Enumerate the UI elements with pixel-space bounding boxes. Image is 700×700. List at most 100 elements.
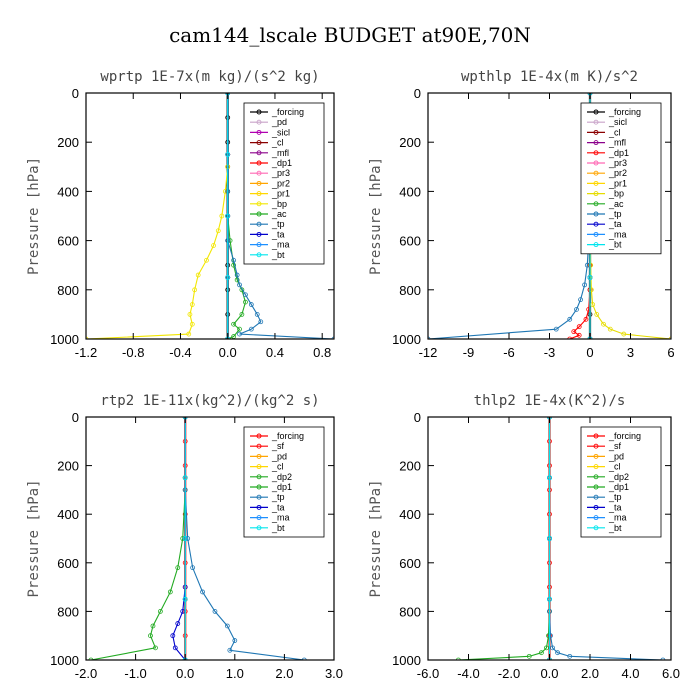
legend-marker	[256, 109, 262, 115]
y-tick-label: 0	[72, 410, 79, 425]
legend-marker	[256, 453, 262, 459]
legend-marker	[256, 484, 262, 490]
data-point	[186, 331, 192, 337]
x-tick-label: 1.0	[226, 666, 244, 681]
plot-frame	[85, 416, 335, 661]
data-point	[187, 311, 193, 317]
legend-label: _dp1	[608, 148, 629, 158]
legend-marker	[256, 211, 262, 217]
data-point	[204, 257, 209, 263]
data-point	[254, 311, 260, 317]
series-line-dp2	[90, 417, 186, 660]
data-point	[588, 287, 594, 293]
data-point	[547, 536, 552, 541]
legend: _forcing_sf_pd_cl_dp2_dp1_tp_ta_ma_bt	[580, 426, 662, 538]
plot-frame	[85, 92, 335, 340]
y-tick-label: 800	[399, 283, 421, 298]
y-axis-label: Pressure [hPa]	[26, 479, 42, 597]
legend-label: _bt	[608, 240, 622, 250]
data-point	[553, 326, 559, 332]
data-point	[526, 653, 532, 659]
legend-marker	[593, 464, 599, 470]
x-tick-label: 3.0	[325, 666, 343, 681]
legend-label: _pr3	[271, 168, 290, 178]
series-line-ac	[227, 93, 247, 339]
legend-label: _tp	[608, 209, 622, 219]
legend-label: _ta	[608, 502, 622, 512]
legend-label: _ta	[271, 229, 285, 239]
legend-label: _ma	[271, 240, 290, 250]
data-point	[237, 282, 242, 288]
data-point	[167, 589, 173, 595]
legend-label: _bp	[271, 199, 287, 209]
legend-label: _ma	[608, 229, 627, 239]
legend-marker	[593, 494, 599, 500]
data-point	[547, 596, 552, 602]
legend-label: _bt	[271, 250, 285, 260]
y-tick-label: 1000	[50, 332, 79, 347]
data-point	[225, 275, 231, 280]
x-tick-label: 0.0	[540, 666, 558, 681]
legend-marker	[593, 242, 599, 248]
series-line-dp2	[458, 417, 551, 660]
data-point	[153, 645, 158, 651]
data-point	[594, 311, 600, 317]
legend-marker	[593, 231, 599, 237]
panel-3: rtp2 1E-11x(kg^2)/(kg^2 s) -2.0 -1.0 0.0 1.0…	[26, 393, 343, 681]
legend-marker	[593, 453, 599, 459]
x-tick-label: -4.0	[457, 666, 479, 681]
x-tick-label: -1.2	[75, 345, 97, 360]
x-tick-label: 0	[586, 345, 593, 360]
y-tick-label: 400	[399, 184, 421, 199]
legend-marker	[256, 201, 262, 207]
series-line-bp	[86, 93, 229, 339]
data-point	[583, 316, 589, 322]
legend-label: _ta	[271, 502, 285, 512]
data-point	[539, 650, 544, 656]
x-tick-label: 3	[627, 345, 634, 360]
legend-marker	[256, 119, 262, 125]
x-tick-label: -2.0	[75, 666, 97, 681]
legend-label: _pd	[608, 451, 624, 461]
legend-marker	[593, 109, 599, 115]
data-point	[248, 302, 254, 307]
data-point	[232, 638, 238, 643]
data-point	[548, 633, 553, 639]
y-tick-label: 1000	[50, 653, 79, 668]
panel-title: wpthlp 1E-4x(m K)/s^2	[461, 69, 638, 85]
data-point	[590, 302, 596, 307]
legend-marker	[593, 160, 599, 166]
legend-label: _cl	[271, 462, 284, 472]
data-point	[215, 228, 221, 234]
data-point	[231, 262, 237, 268]
legend-label: _pr2	[271, 178, 290, 188]
y-tick-label: 0	[72, 86, 79, 101]
data-point	[571, 329, 577, 335]
panel-title: wprtp 1E-7x(m kg)/(s^2 kg)	[100, 69, 319, 85]
data-point	[584, 262, 590, 268]
data-point	[607, 326, 613, 332]
y-tick-label: 0	[414, 86, 421, 101]
legend-marker	[593, 150, 599, 156]
legend-marker	[593, 180, 599, 186]
legend-label: _ma	[608, 513, 627, 523]
data-point	[576, 332, 582, 338]
x-tick-label: 0.0	[219, 345, 237, 360]
y-tick-label: 200	[57, 459, 79, 474]
legend-label: _forcing	[271, 107, 304, 117]
data-point	[150, 623, 156, 629]
legend-marker	[593, 129, 599, 135]
legend-label: _forcing	[271, 431, 304, 441]
legend-label: _pr1	[608, 178, 627, 188]
legend-label: _mfl	[271, 148, 289, 158]
data-point	[455, 657, 461, 660]
legend-marker	[256, 464, 262, 470]
data-point	[258, 319, 264, 325]
data-point	[88, 657, 94, 660]
data-point	[231, 321, 237, 327]
legend-marker	[593, 525, 599, 531]
data-point	[578, 297, 583, 303]
data-point	[547, 475, 552, 481]
x-tick-label: 0.4	[266, 345, 284, 360]
legend-marker	[593, 170, 599, 176]
